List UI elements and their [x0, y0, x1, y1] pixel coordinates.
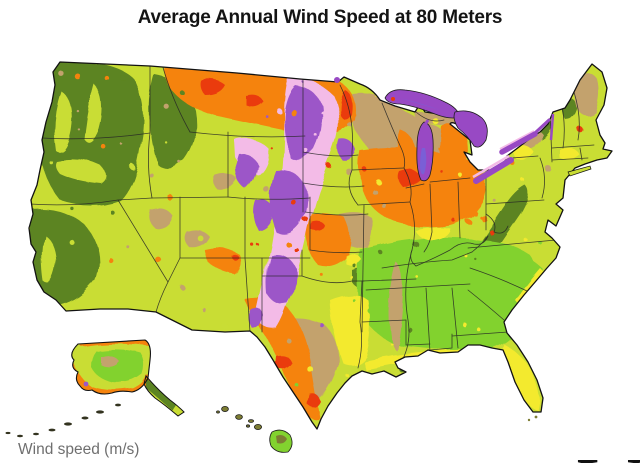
- niihau: [216, 410, 220, 414]
- lake-ontario-shore: [499, 130, 535, 150]
- lake-of-the-woods: [334, 77, 340, 83]
- great-lakes: [334, 77, 555, 184]
- molokai: [247, 419, 254, 423]
- wind-speed-legend-label: Wind speed (m/s): [18, 441, 140, 458]
- maui: [253, 423, 262, 430]
- alaska-inset: [5, 339, 185, 438]
- mauna-loa-patch: [276, 435, 287, 444]
- lake-huron: [453, 110, 488, 148]
- florida-keys: [534, 415, 538, 419]
- aleutian-islands: [5, 403, 121, 438]
- alaska-panhandle: [143, 374, 185, 417]
- st-lawrence-river: [534, 118, 551, 134]
- lake-erie: [473, 157, 514, 184]
- alaska-outline: [71, 339, 151, 395]
- long-island: [567, 165, 592, 177]
- oahu: [235, 414, 243, 420]
- lanai: [245, 424, 250, 428]
- hawaii-inset: [216, 405, 293, 453]
- washington-post-logo: W: [577, 449, 640, 463]
- florida-keys: [527, 418, 531, 422]
- state-borders: [29, 63, 595, 369]
- lake-champlain: [549, 113, 555, 141]
- duluth-hotspot: [391, 97, 395, 101]
- alaska-purple-spot: [83, 381, 89, 387]
- lake-michigan-deep: [420, 148, 427, 175]
- kauai: [221, 405, 229, 412]
- green-bay: [419, 119, 430, 132]
- map-title: Average Annual Wind Speed at 80 Meters: [137, 7, 503, 28]
- lake-erie-shore: [472, 154, 510, 179]
- lake-superior-deep: [400, 98, 440, 110]
- lake-ontario: [499, 131, 538, 155]
